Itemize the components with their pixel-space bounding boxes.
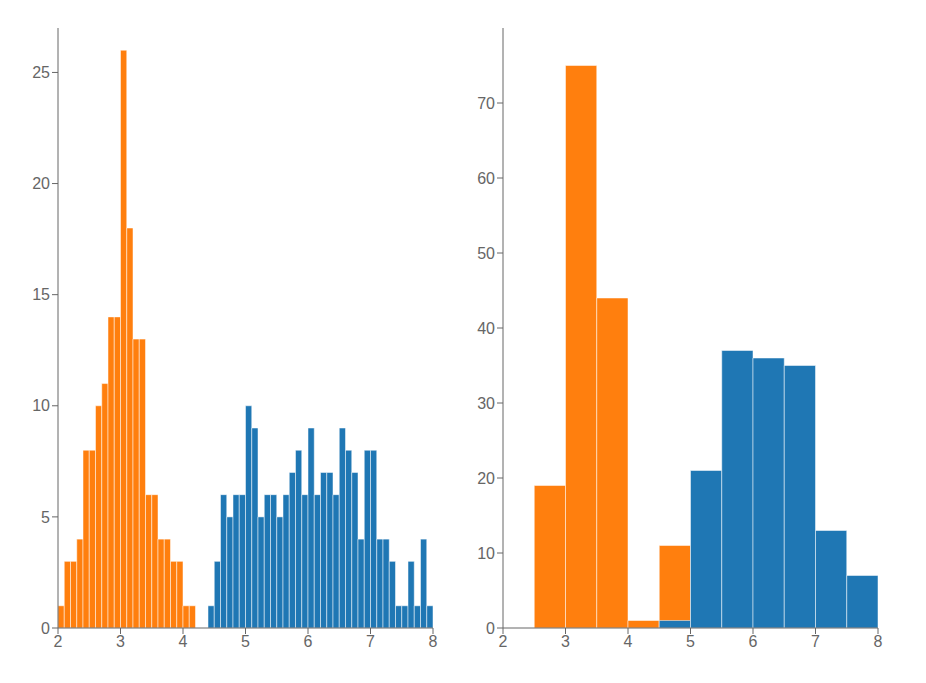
svg-text:0: 0 [41,620,50,637]
svg-text:5: 5 [686,633,695,650]
svg-text:2: 2 [54,633,63,650]
svg-text:0: 0 [486,620,495,637]
svg-text:5: 5 [41,509,50,526]
svg-text:50: 50 [477,245,495,262]
svg-text:2: 2 [499,633,508,650]
svg-text:8: 8 [429,633,438,650]
svg-text:30: 30 [477,395,495,412]
svg-text:8: 8 [874,633,883,650]
svg-text:60: 60 [477,170,495,187]
svg-text:25: 25 [32,64,50,81]
svg-text:10: 10 [32,397,50,414]
svg-text:15: 15 [32,286,50,303]
svg-text:20: 20 [32,175,50,192]
svg-text:40: 40 [477,320,495,337]
svg-text:6: 6 [304,633,313,650]
svg-text:5: 5 [241,633,250,650]
svg-text:7: 7 [366,633,375,650]
svg-text:7: 7 [811,633,820,650]
svg-text:70: 70 [477,95,495,112]
svg-text:4: 4 [179,633,188,650]
svg-text:3: 3 [561,633,570,650]
svg-text:20: 20 [477,470,495,487]
svg-text:6: 6 [749,633,758,650]
svg-text:4: 4 [624,633,633,650]
svg-text:3: 3 [116,633,125,650]
svg-text:10: 10 [477,545,495,562]
